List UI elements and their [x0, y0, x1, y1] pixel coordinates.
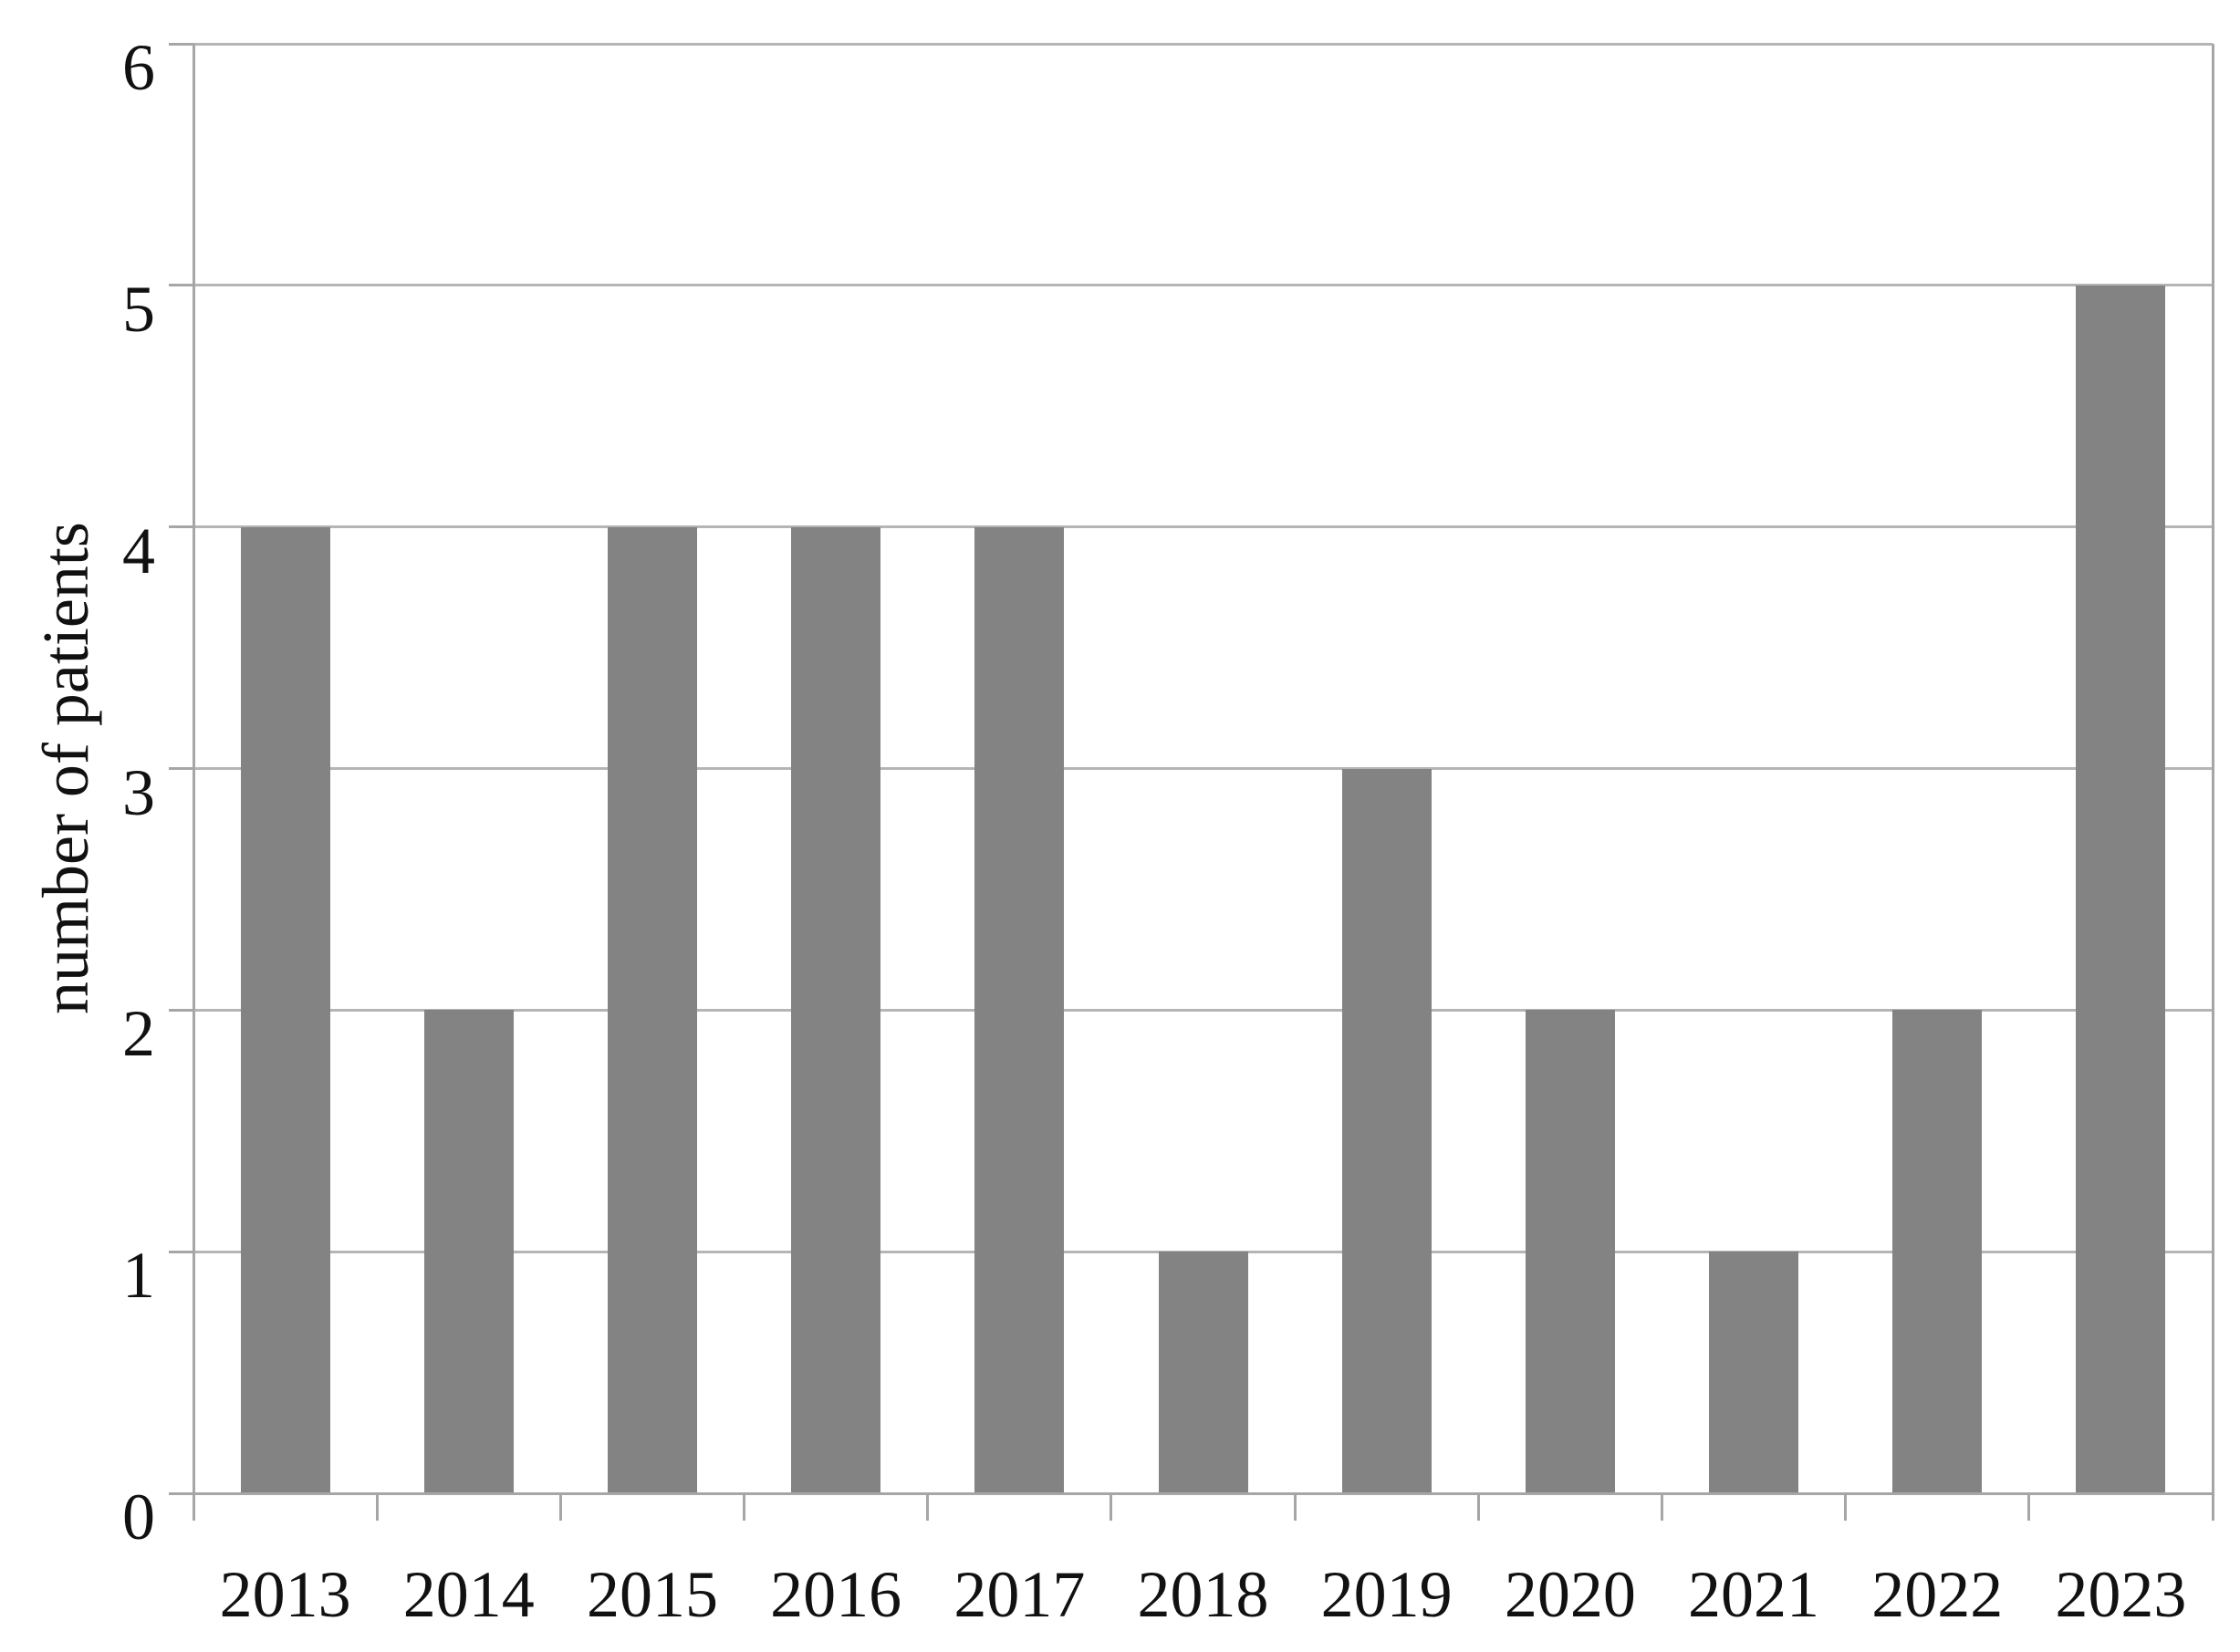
x-axis-line [169, 1491, 2213, 1495]
y-tick-mark-2 [169, 1008, 193, 1012]
x-tick-mark-1 [375, 1493, 379, 1521]
gridlines-layer [193, 42, 2213, 1493]
y-tick-label-4: 4 [122, 514, 155, 587]
gridline-y1 [193, 1250, 2213, 1253]
y-tick-mark-1 [169, 1250, 193, 1253]
y-tick-label-5: 5 [122, 272, 155, 346]
bar-2013 [240, 526, 330, 1493]
bar-2014 [423, 1010, 514, 1493]
y-tick-mark-3 [169, 767, 193, 770]
x-tick-mark-2 [558, 1493, 562, 1521]
x-tick-label-2015: 2015 [586, 1558, 718, 1631]
bar-2021 [1709, 1252, 1799, 1493]
x-tick-label-2013: 2013 [219, 1558, 351, 1631]
y-tick-label-0: 0 [122, 1481, 155, 1553]
y-axis-line [192, 44, 195, 1521]
bar-2020 [1525, 1010, 1615, 1493]
y-tick-mark-5 [169, 284, 193, 287]
plot-area [169, 42, 2214, 1521]
x-tick-mark-0 [192, 1493, 195, 1521]
x-tick-label-2017: 2017 [953, 1558, 1086, 1631]
gridline-y2 [193, 1008, 2213, 1012]
x-tick-mark-3 [743, 1493, 746, 1521]
x-tick-label-2014: 2014 [402, 1558, 535, 1631]
x-tick-label-2019: 2019 [1320, 1558, 1453, 1631]
bar-2023 [2076, 285, 2166, 1493]
x-tick-labels: 2013 2014 2015 2016 2017 2018 2019 2020 2021 2022… [193, 1562, 2213, 1644]
x-tick-label-2018: 2018 [1137, 1558, 1269, 1631]
bar-2022 [1892, 1010, 1983, 1493]
x-tick-mark-10 [2027, 1493, 2031, 1521]
gridline-y4 [193, 525, 2213, 529]
x-tick-label-2023: 2023 [2055, 1558, 2187, 1631]
x-tick-label-2020: 2020 [1504, 1558, 1636, 1631]
bar-2017 [974, 526, 1065, 1493]
right-border-line [2211, 44, 2214, 1521]
y-tick-label-2: 2 [122, 997, 155, 1071]
y-tick-mark-6 [169, 42, 193, 46]
gridline-y5 [193, 284, 2213, 287]
y-tick-mark-4 [169, 525, 193, 529]
bar-2019 [1341, 768, 1432, 1493]
x-tick-label-2021: 2021 [1688, 1558, 1820, 1631]
bar-2016 [791, 526, 881, 1493]
x-tick-label-2016: 2016 [770, 1558, 902, 1631]
gridline-y6 [193, 42, 2213, 46]
x-tick-mark-5 [1110, 1493, 1113, 1521]
x-tick-mark-11 [2211, 1493, 2214, 1521]
axes-layer [169, 42, 2214, 1521]
x-tick-mark-4 [926, 1493, 930, 1521]
x-tick-mark-9 [1844, 1493, 1848, 1521]
y-tick-label-3: 3 [122, 755, 155, 829]
x-tick-mark-8 [1660, 1493, 1663, 1521]
bar-2015 [607, 526, 697, 1493]
y-tick-label-6: 6 [122, 31, 155, 104]
y-tick-label-1: 1 [122, 1239, 155, 1313]
bars-layer [193, 44, 2213, 1493]
y-tick-mark-0 [169, 1491, 193, 1495]
gridline-y3 [193, 767, 2213, 770]
x-tick-label-2022: 2022 [1871, 1558, 2004, 1631]
x-tick-mark-6 [1293, 1493, 1297, 1521]
bar-2018 [1158, 1252, 1248, 1493]
x-tick-mark-7 [1476, 1493, 1480, 1521]
